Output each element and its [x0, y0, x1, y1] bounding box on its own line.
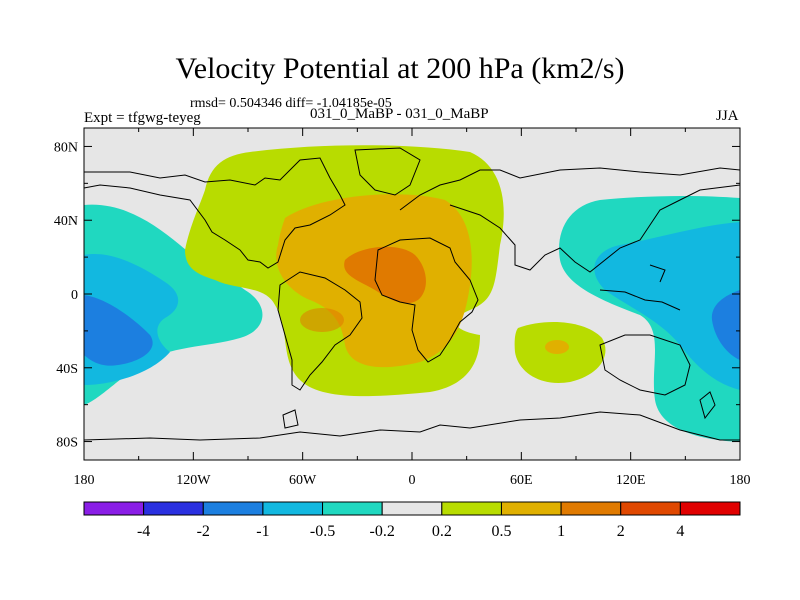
colorbar-swatch: [322, 501, 383, 516]
colorbar-label: -4: [137, 523, 150, 540]
stats-label: rmsd= 0.504346 diff= -1.04185e-05: [190, 96, 392, 111]
coastlines: [83, 147, 741, 441]
coastline-africa: [374, 237, 479, 363]
colorbar-swatch: [560, 501, 622, 516]
region-neg-west-core: [84, 295, 153, 366]
colorbar-label: 0.5: [491, 523, 511, 540]
coastline-islands: [599, 264, 681, 311]
colorbar-swatch: [500, 501, 562, 516]
region-neg-east-inner: [594, 222, 740, 390]
y-tick-label: 80N: [54, 140, 78, 155]
x-tick-label: 0: [409, 473, 416, 488]
x-tick-label: 180: [730, 473, 751, 488]
coastline-asia: [449, 184, 741, 273]
colorbar-swatch: [620, 501, 681, 516]
y-tick-labels: 80N 40N 0 40S 80S: [54, 140, 78, 450]
colorbar-label: 0.2: [432, 523, 452, 540]
x-tick-label: 180: [74, 473, 95, 488]
coastline-south-america: [277, 271, 363, 391]
coastline-new-zealand: [699, 391, 716, 420]
experiment-label: Expt = tfgwg-teyeg: [84, 110, 201, 126]
colorbar-label: -1: [256, 523, 269, 540]
coastline-europe: [399, 167, 741, 211]
x-tick-label: 120E: [616, 473, 646, 488]
y-tick-label: 0: [71, 288, 78, 303]
colorbar-label: 2: [617, 523, 625, 540]
chart-title: Velocity Potential at 200 hPa (km2/s): [175, 52, 625, 85]
x-tick-labels: 180 120W 60W 0 60E 120E 180: [74, 473, 751, 488]
coastline-antarctica: [83, 411, 740, 441]
region-pos-max: [344, 246, 426, 304]
colorbar-swatch: [679, 501, 741, 516]
region-pos-sa-core: [300, 308, 344, 332]
colorbar-swatch: [83, 501, 145, 516]
coastline-north-america: [83, 157, 346, 269]
region-pos-south-core: [545, 340, 569, 354]
x-tick-label: 120W: [176, 473, 211, 488]
y-tick-label: 80S: [56, 436, 78, 451]
colorbar: -4 -2 -1 -0.5 -0.2 0.2 0.5 1 2 4: [83, 501, 741, 540]
y-tick-label: 40N: [54, 214, 78, 229]
axis-ticks: [83, 128, 741, 460]
case-label: 031_0_MaBP - 031_0_MaBP: [310, 106, 489, 122]
colorbar-label: 1: [557, 523, 565, 540]
colorbar-label: -0.2: [370, 523, 395, 540]
colorbar-swatch: [381, 501, 443, 516]
colorbar-swatch: [143, 501, 204, 516]
colorbar-swatch: [441, 501, 502, 516]
region-neg-east-core: [711, 290, 740, 360]
colorbar-label: -0.5: [310, 523, 335, 540]
colorbar-swatch: [202, 501, 264, 516]
colorbar-label: 4: [676, 523, 684, 540]
plot-fill: [84, 128, 740, 460]
x-tick-label: 60W: [289, 473, 317, 488]
coastline-greenland: [354, 147, 421, 196]
colorbar-swatch: [262, 501, 324, 516]
x-tick-label: 60E: [510, 473, 533, 488]
colorbar-label: -2: [197, 523, 210, 540]
season-label: JJA: [716, 108, 739, 124]
coastline-small-island: [282, 409, 299, 429]
y-tick-label: 40S: [56, 362, 78, 377]
coastline-australia: [599, 334, 691, 396]
